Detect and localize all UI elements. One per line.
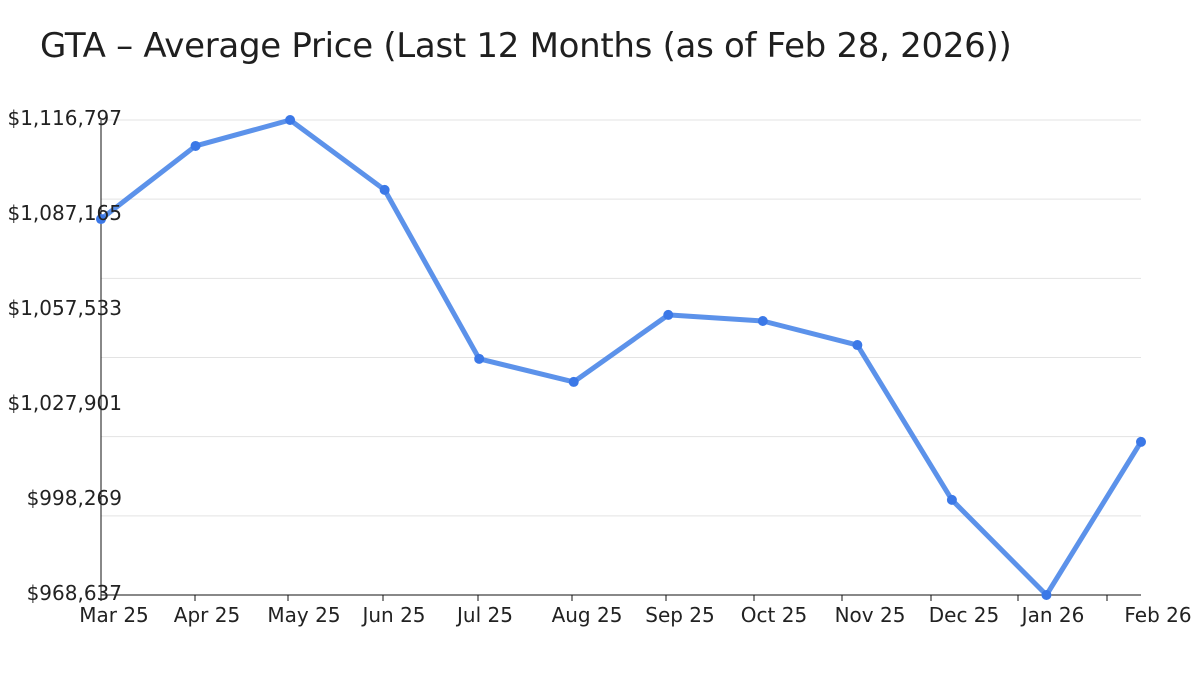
data-point-marker (474, 353, 485, 364)
data-point-marker (663, 309, 674, 320)
data-point-marker (568, 376, 579, 387)
data-point-marker (1136, 436, 1146, 447)
y-tick-label: $1,027,901 (7, 391, 122, 415)
x-tick-label: Jun 25 (362, 603, 426, 627)
x-tick-label: Feb 26 (1124, 603, 1192, 627)
x-tick-label: Oct 25 (740, 603, 808, 627)
data-point-marker (1041, 590, 1052, 600)
series-line (98, 117, 1144, 598)
data-point-marker (852, 340, 863, 351)
data-point-marker (946, 494, 957, 505)
x-tick-label: Jul 25 (457, 603, 513, 627)
x-tick-label: Aug 25 (551, 603, 623, 627)
y-tick-label: $998,269 (26, 486, 122, 510)
data-point-marker (757, 316, 768, 327)
y-tick-label: $1,116,797 (7, 106, 122, 130)
x-tick-label: Jan 26 (1021, 603, 1085, 627)
y-tick-label: $968,637 (26, 581, 122, 605)
x-tick-label: May 25 (267, 603, 341, 627)
x-tick-label: Dec 25 (928, 603, 1000, 627)
y-tick-label: $1,057,533 (7, 296, 122, 320)
data-point-marker (379, 184, 390, 195)
x-tick-label: Apr 25 (173, 603, 241, 627)
x-tick-label: Sep 25 (645, 603, 715, 627)
data-point-marker (285, 115, 296, 125)
y-tick-label: $1,087,165 (7, 201, 122, 225)
data-point-marker (190, 140, 201, 151)
data-point-marker (96, 214, 106, 225)
x-tick-label: Mar 25 (79, 603, 149, 627)
chart-title: GTA – Average Price (Last 12 Months (as … (40, 26, 1012, 66)
x-tick-label: Nov 25 (834, 603, 906, 627)
